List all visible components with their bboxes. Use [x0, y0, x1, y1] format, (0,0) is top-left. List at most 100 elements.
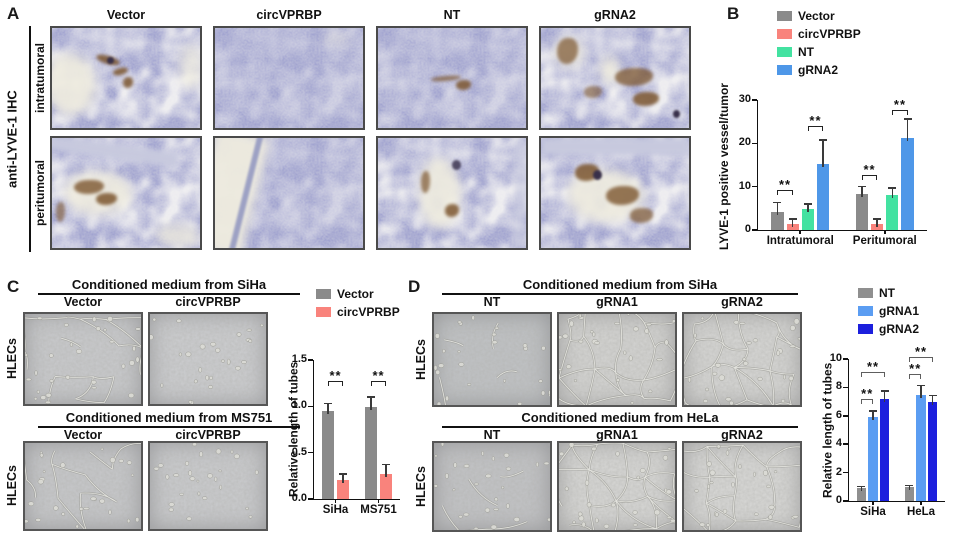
bar-grna2-peritumoral — [901, 138, 914, 230]
error-bar-cap — [869, 410, 877, 412]
x-category-label: MS751 — [360, 504, 397, 516]
chart-c-legend: Vector circVPRBP — [316, 286, 400, 319]
bar-vector-peritumoral — [855, 194, 868, 230]
panel-d-hlecs-label-1: HLECs — [414, 339, 428, 380]
error-bar — [880, 390, 889, 402]
error-bar-cap — [339, 473, 348, 475]
tube-network — [684, 444, 800, 530]
y-tick-mark — [842, 443, 848, 445]
error-bar-cap — [773, 201, 782, 204]
y-tick-mark — [842, 500, 848, 502]
legend-item: Vector — [316, 286, 400, 301]
legend-swatch — [777, 46, 792, 57]
bar-grna2-hela — [927, 401, 938, 501]
significance-label: ** — [914, 343, 928, 359]
error-bar-cap — [803, 203, 812, 205]
significance-label: ** — [861, 386, 874, 402]
tube-image-siha-circvprbp — [148, 312, 268, 406]
y-tick-mark — [842, 415, 848, 417]
tube-network — [559, 443, 675, 530]
chart-d-y-axis-label: Relative length of tubes — [820, 362, 835, 498]
bar-nt-intratumoral — [801, 209, 814, 230]
bar-nt-peritumoral — [886, 195, 899, 230]
x-category-label: Intratumoral — [766, 235, 834, 247]
chart-c-y-axis-label: Relative length of tubes — [286, 361, 301, 497]
legend-item: NT — [858, 286, 919, 300]
significance-bracket — [370, 380, 387, 386]
significance-bracket — [892, 110, 908, 116]
error-bar-cap — [880, 390, 889, 392]
significance-label: ** — [893, 97, 907, 113]
y-tick-label: 0 — [744, 223, 751, 235]
tube-image-d-siha-nt — [432, 312, 552, 407]
y-tick-label: 1.0 — [291, 399, 307, 412]
panel-a-side-label: anti-LYVE-1 IHC — [4, 90, 20, 188]
legend-swatch — [316, 288, 331, 299]
error-bar-cap — [873, 218, 882, 220]
chart-c-plot-area: 0.0 0.5 1.0 1.5 SiHa MS751 ** ** — [292, 354, 400, 516]
legend-label: Vector — [337, 286, 374, 301]
significance-bracket — [327, 380, 344, 386]
error-bar — [773, 201, 782, 215]
error-bar — [819, 139, 828, 167]
tube-network — [559, 314, 675, 405]
x-category-label: SiHa — [322, 504, 349, 516]
x-category-label: SiHa — [860, 506, 886, 518]
x-tick-mark — [799, 230, 802, 234]
x-tick-mark — [872, 501, 874, 505]
x-tick-mark — [334, 499, 337, 503]
panel-d-col-label-nt-1: NT — [483, 295, 501, 309]
error-bar-cap — [857, 185, 866, 188]
error-bar-cap — [905, 484, 914, 487]
panel-a-col-label-vector: Vector — [106, 8, 146, 22]
y-tick-mark — [307, 498, 313, 500]
legend-item: gRNA2 — [858, 322, 919, 336]
panel-d-header-siha: Conditioned medium from SiHa — [442, 277, 798, 295]
tube-network — [25, 443, 141, 529]
chart-d-plot-area: 0 2 4 6 8 10 SiHa HeLa ** ** ** ** — [830, 345, 945, 518]
bar-circvprbp-siha — [337, 479, 350, 499]
tube-network — [150, 317, 264, 404]
legend-label: gRNA1 — [879, 303, 920, 318]
significance-label: ** — [372, 367, 385, 383]
tube-image-d-siha-grna2 — [682, 312, 802, 407]
significance-bracket — [861, 175, 878, 181]
error-bar-cap — [323, 402, 332, 405]
legend-item: NT — [777, 45, 861, 59]
panel-c-col-label-circvprbp-1: circVPRBP — [175, 295, 241, 309]
bar-nt-siha — [856, 487, 867, 501]
error-bar-cap — [382, 463, 391, 466]
panel-c-header-ms751: Conditioned medium from MS751 — [38, 410, 300, 428]
y-tick-mark — [751, 99, 757, 101]
y-tick-label: 20 — [738, 136, 751, 149]
panel-d-col-label-grna1-1: gRNA1 — [596, 295, 638, 309]
ihc-image-intratumoral-circvprbp — [213, 26, 365, 130]
error-bar-cap — [903, 118, 912, 120]
error-bar — [323, 402, 332, 414]
error-bar — [869, 410, 877, 421]
legend-swatch — [777, 28, 792, 39]
panel-d-hlecs-label-2: HLECs — [414, 466, 428, 507]
panel-c-hlecs-label-1: HLECs — [5, 338, 19, 380]
significance-bracket — [861, 372, 885, 378]
bar-grna2-intratumoral — [816, 163, 830, 230]
panel-d-col-label-grna1-2: gRNA1 — [596, 428, 638, 442]
significance-label: ** — [809, 113, 822, 129]
tube-image-hela-grna2 — [682, 441, 802, 532]
ihc-image-peritumoral-circvprbp — [213, 136, 365, 250]
ihc-image-peritumoral-grna2 — [539, 136, 691, 250]
error-bar — [366, 396, 375, 411]
significance-label: ** — [909, 360, 922, 376]
panel-c-col-label-vector-2: Vector — [63, 428, 103, 442]
legend-swatch — [316, 306, 331, 317]
bar-vector-ms751 — [364, 407, 377, 499]
legend-item: circVPRBP — [316, 305, 400, 319]
y-tick-mark — [842, 358, 848, 360]
ihc-image-peritumoral-vector — [50, 136, 202, 250]
error-bar — [339, 473, 348, 483]
panel-a-col-label-nt: NT — [443, 8, 461, 22]
bar-nt-hela — [904, 486, 915, 501]
legend-item: Vector — [777, 9, 861, 23]
y-tick-label: 6 — [835, 408, 842, 421]
